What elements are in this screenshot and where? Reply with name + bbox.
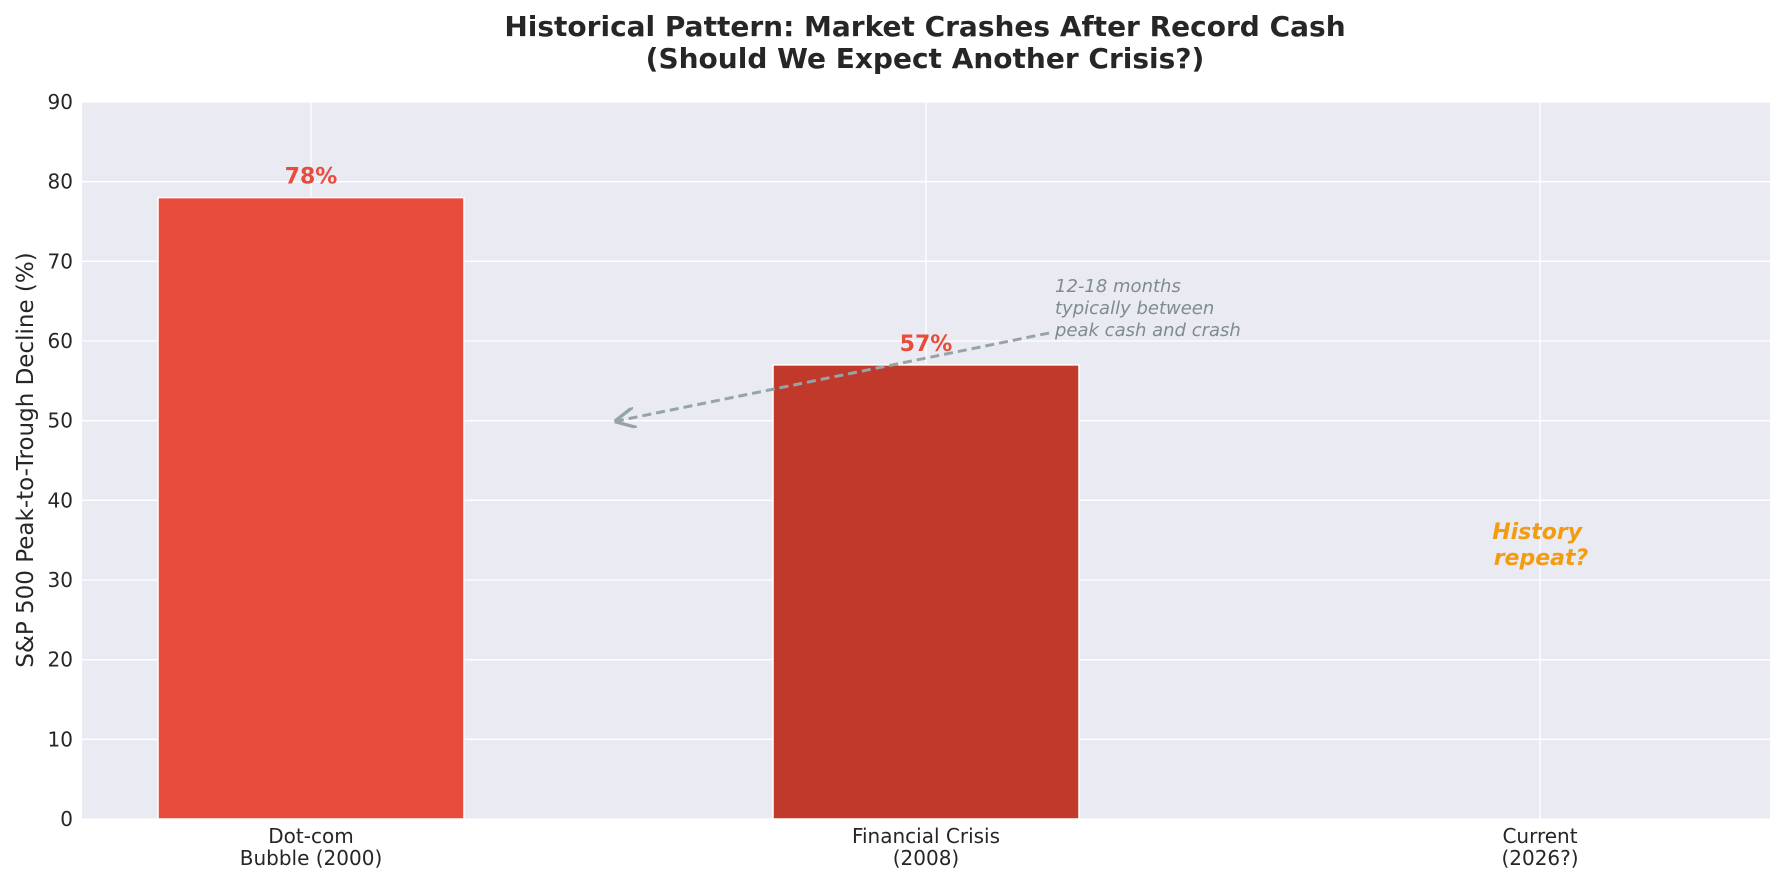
annotation-arrow xyxy=(619,331,1050,421)
x-tick-label: Financial Crisis (2008) xyxy=(852,824,1000,870)
bars xyxy=(157,196,1080,820)
history-repeat-note-line-1: History xyxy=(1492,520,1584,545)
y-tick-label: 60 xyxy=(48,329,73,353)
annotation-text-line-1: 12-18 months xyxy=(1055,276,1181,297)
chart-title-line-2: (Should We Expect Another Crisis?) xyxy=(646,42,1205,75)
x-tick-label-line: Financial Crisis xyxy=(852,824,1000,848)
history-repeat-note-line-2: repeat? xyxy=(1494,546,1589,571)
bar xyxy=(157,196,465,820)
y-tick-label: 90 xyxy=(48,90,73,114)
history-repeat-note: History repeat? xyxy=(1492,520,1590,571)
x-tick-label-line: (2026?) xyxy=(1501,846,1578,870)
annotation-text-line-3: peak cash and crash xyxy=(1054,320,1241,341)
x-tick-label: Dot-com Bubble (2000) xyxy=(240,824,383,870)
bar-data-labels: 78% 57% xyxy=(285,165,953,357)
y-tick-label: 40 xyxy=(48,488,73,512)
x-tick-label-line: (2008) xyxy=(893,846,960,870)
x-tick-label-line: Current xyxy=(1502,824,1577,848)
y-axis-label: S&P 500 Peak-to-Trough Decline (%) xyxy=(13,252,39,667)
annotation-text-line-2: typically between xyxy=(1055,298,1214,319)
y-tick-label: 80 xyxy=(48,170,73,194)
y-tick-label: 20 xyxy=(48,648,73,672)
x-tick-label: Current (2026?) xyxy=(1501,824,1578,870)
bar-value-label: 78% xyxy=(285,165,338,190)
y-tick-label: 10 xyxy=(48,727,73,751)
y-tick-label: 30 xyxy=(48,568,73,592)
annotation-text: 12-18 months typically between peak cash… xyxy=(1054,276,1241,341)
y-tick-label: 70 xyxy=(48,249,73,273)
x-tick-labels: Dot-com Bubble (2000) Financial Crisis (200… xyxy=(240,824,1579,870)
y-tick-labels: 0 10 20 30 40 50 60 70 80 90 xyxy=(48,90,73,831)
x-tick-label-line: Bubble (2000) xyxy=(240,846,383,870)
chart-title-line-1: Historical Pattern: Market Crashes After… xyxy=(504,10,1345,43)
x-tick-label-line: Dot-com xyxy=(268,824,353,848)
y-tick-label: 50 xyxy=(48,409,73,433)
y-tick-label: 0 xyxy=(60,807,73,831)
bar xyxy=(772,364,1080,820)
bar-value-label: 57% xyxy=(900,332,953,357)
